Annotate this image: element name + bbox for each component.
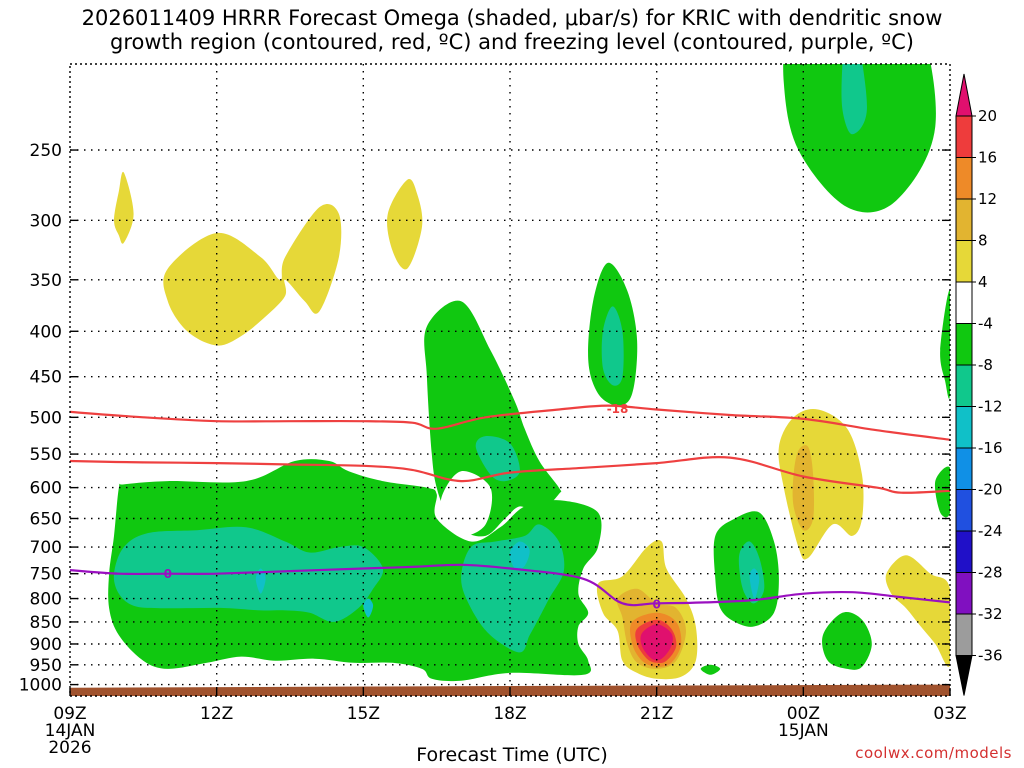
chart-title: 2026011409 HRRR Forecast Omega (shaded, … [0,6,1024,54]
x-tick-sublabel-00Z: 15JAN [778,721,829,741]
y-tick-label-700: 700 [30,538,62,558]
x-tick-label-12Z: 12Z [200,704,233,724]
omega-region-upper-right-teal-core [841,64,867,135]
x-tick-label-00Z: 00Z [787,704,820,724]
colorbar-band-12 [955,572,973,615]
chart-title-line-1: 2026011409 HRRR Forecast Omega (shaded, … [81,6,943,30]
omega-shading [108,64,950,682]
omega-region-teal-core-400 [601,306,624,386]
colorbar-label-5: -4 [978,315,993,333]
colorbar-band-13 [955,613,973,656]
chart-title-line-2: growth region (contoured, red, ºC) and f… [110,30,914,54]
contour-label-0: -18 [607,402,629,416]
colorbar-label-1: 16 [978,149,997,167]
omega-region-cyan-spot-700 [509,541,530,570]
colorbar-band-7 [955,364,973,407]
omega-region-magenta-21z [640,624,673,661]
grid [70,64,950,696]
colorbar-band-8 [955,406,973,449]
dgz-upper-line [70,404,950,441]
omega-region-upper-left-small-yellow [114,171,134,244]
omega-region-orange-right-core [792,445,815,531]
colorbar-label-11: -28 [978,564,1003,582]
y-tick-label-550: 550 [30,445,62,465]
x-tick-year-09Z: 2026 [48,738,91,758]
colorbar-band-1 [955,115,973,158]
omega-region-yellow-300-350-left [163,203,342,346]
y-tick-label-900: 900 [30,635,62,655]
colorbar-label-4: 4 [978,273,988,291]
colorbar-label-13: -36 [978,647,1003,665]
colorbar-label-10: -24 [978,522,1003,540]
y-tick-label-300: 300 [30,211,62,231]
colorbar-band-6 [955,323,973,366]
x-tick-label-09Z: 09Z [53,704,86,724]
y-tick-label-950: 950 [30,656,62,676]
x-tick-label-15Z: 15Z [347,704,380,724]
y-tick-label-450: 450 [30,368,62,388]
omega-region-green-right-edge-400 [940,290,950,399]
omega-region-cyan-spot-750 [255,568,266,594]
colorbar-label-6: -8 [978,356,993,374]
y-tick-label-500: 500 [30,408,62,428]
colorbar-band-3 [955,198,973,241]
colorbar-label-8: -16 [978,439,1003,457]
colorbar-band-2 [955,157,973,200]
colorbar-label-3: 8 [978,232,988,250]
y-tick-label-1000: 1000 [19,676,62,696]
omega-region-green-right-900 [822,611,872,670]
x-tick-label-18Z: 18Z [493,704,526,724]
omega-region-teal-low-level-right [461,524,565,653]
contour-lines: -18 0 0 [70,402,950,611]
colorbar-bottom-arrow [955,655,973,696]
y-axis: 2503003504004505005506006507007508008509… [19,141,950,696]
credit-text: coolwx.com/models [855,744,1012,762]
contour-label-2: 0 [652,597,660,611]
y-tick-label-400: 400 [30,322,62,342]
colorbar-band-11 [955,530,973,573]
colorbar-top-arrow [955,73,973,117]
omega-region-cyan-right-spot [749,568,760,599]
colorbar-band-9 [955,447,973,490]
omega-region-cyan-spot-800 [363,598,374,618]
x-tick-label-21Z: 21Z [640,704,673,724]
omega-region-teal-blob-550 [475,436,520,482]
x-tick-sublabel-09Z: 14JAN [45,721,96,741]
omega-region-white-hole-mid [440,471,493,537]
y-tick-label-750: 750 [30,565,62,585]
x-axis-label: Forecast Time (UTC) [416,744,608,766]
colorbar-label-7: -12 [978,398,1003,416]
omega-region-upper-right-green-cell [783,64,936,213]
colorbar-label-12: -32 [978,605,1003,623]
y-tick-label-800: 800 [30,590,62,610]
y-tick-label-850: 850 [30,613,62,633]
y-tick-label-650: 650 [30,509,62,529]
x-tick-label-03Z: 03Z [933,704,966,724]
colorbar-label-0: 20 [978,107,997,125]
omega-region-yellow-right-lower [885,555,950,667]
colorbar-label-9: -20 [978,481,1003,499]
y-tick-label-350: 350 [30,271,62,291]
colorbar-band-4 [955,240,973,283]
y-tick-label-600: 600 [30,479,62,499]
contour-label-1: 0 [164,567,172,581]
freezing-level-line [70,563,950,607]
colorbar-label-2: 12 [978,190,997,208]
dgz-lower-line [70,456,950,494]
omega-region-green-small-950 [700,664,721,675]
y-tick-label-250: 250 [30,141,62,161]
colorbar-band-10 [955,489,973,532]
omega-region-yellow-300-mid [387,179,423,270]
colorbar: 20 16 12 8 4 -4 -8 -12 -16 -20 -24 -28 -32 -36 [955,73,1003,696]
colorbar-band-5 [955,281,973,324]
